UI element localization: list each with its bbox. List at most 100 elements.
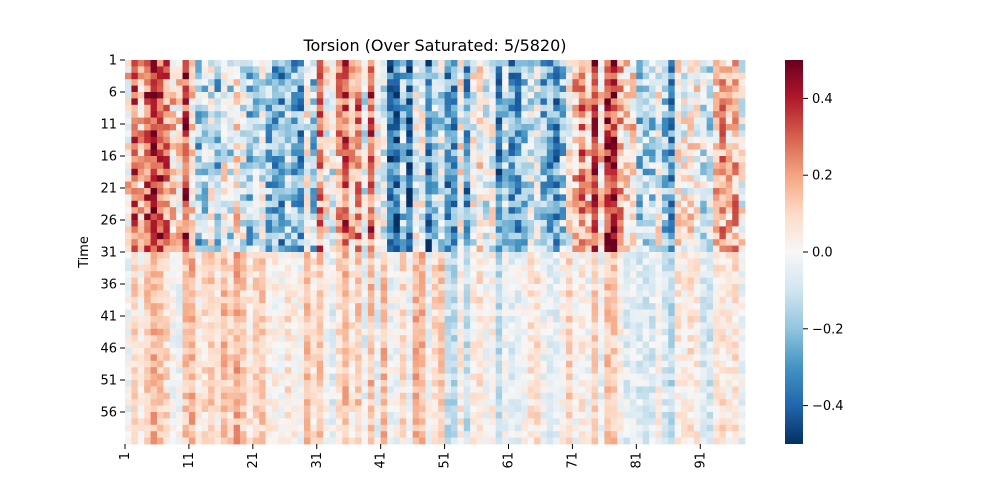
heatmap-cell: [144, 303, 151, 310]
heatmap-cell: [252, 316, 260, 323]
heatmap-cell: [655, 194, 663, 202]
heatmap-cell: [272, 348, 279, 355]
heatmap-cell: [661, 309, 669, 317]
heatmap-cell: [380, 143, 388, 150]
heatmap-cell: [585, 143, 592, 150]
heatmap-cell: [738, 200, 746, 208]
heatmap-cell: [323, 175, 330, 182]
heatmap-cell: [610, 181, 618, 189]
heatmap-cell: [431, 72, 439, 80]
heatmap-cell: [604, 373, 612, 381]
heatmap-cell: [163, 98, 171, 106]
heatmap-cell: [431, 220, 439, 227]
heatmap-cell: [227, 175, 235, 182]
heatmap-cell: [335, 124, 343, 131]
heatmap-cell: [374, 239, 382, 246]
heatmap-cell: [227, 111, 235, 118]
heatmap-cell: [502, 373, 509, 381]
heatmap-cell: [342, 335, 350, 342]
heatmap-cell: [482, 188, 490, 195]
heatmap-cell: [233, 124, 241, 131]
heatmap-cell: [137, 72, 145, 80]
heatmap-cell: [195, 303, 203, 310]
heatmap-cell: [227, 245, 235, 253]
heatmap-cell: [604, 335, 612, 342]
heatmap-cell: [655, 239, 663, 246]
heatmap-cell: [227, 277, 235, 285]
heatmap-cell: [534, 220, 541, 227]
heatmap-cell: [195, 92, 203, 99]
heatmap-cell: [131, 124, 139, 131]
heatmap-cell: [150, 360, 158, 368]
heatmap-cell: [195, 290, 203, 298]
heatmap-cell: [406, 143, 414, 150]
heatmap-cell: [668, 367, 676, 374]
heatmap-cell: [706, 360, 714, 368]
heatmap-cell: [246, 85, 254, 93]
heatmap-cell: [316, 316, 324, 323]
heatmap-cell: [387, 271, 394, 278]
heatmap-cell: [329, 60, 337, 67]
heatmap-cell: [303, 181, 311, 189]
heatmap-cell: [540, 264, 548, 272]
heatmap-cell: [425, 207, 433, 214]
heatmap-cell: [578, 200, 586, 208]
heatmap-cell: [144, 149, 151, 157]
heatmap-cell: [278, 277, 286, 285]
heatmap-cell: [291, 271, 298, 278]
heatmap-cell: [521, 226, 529, 234]
heatmap-cell: [265, 66, 273, 74]
heatmap-cell: [521, 207, 529, 214]
heatmap-cell: [265, 335, 273, 342]
heatmap-cell: [450, 213, 458, 221]
heatmap-cell: [597, 258, 605, 266]
heatmap-cell: [450, 92, 458, 99]
heatmap-cell: [470, 284, 477, 291]
heatmap-cell: [208, 66, 215, 74]
heatmap-cell: [361, 316, 369, 323]
heatmap-cell: [585, 188, 592, 195]
heatmap-cell: [713, 79, 720, 86]
heatmap-cell: [514, 156, 522, 163]
heatmap-cell: [252, 143, 260, 150]
heatmap-cell: [125, 111, 132, 118]
heatmap-cell: [681, 348, 688, 355]
heatmap-cell: [450, 149, 458, 157]
heatmap-cell: [246, 303, 254, 310]
heatmap-cell: [476, 303, 484, 310]
heatmap-cell: [642, 360, 650, 368]
heatmap-cell: [150, 271, 158, 278]
heatmap-cell: [137, 239, 145, 246]
heatmap-cell: [156, 284, 164, 291]
heatmap-cell: [610, 348, 618, 355]
heatmap-cell: [201, 348, 209, 355]
heatmap-cell: [463, 194, 471, 202]
heatmap-cell: [188, 335, 196, 342]
heatmap-cell: [125, 386, 132, 394]
heatmap-cell: [144, 143, 151, 150]
heatmap-cell: [227, 79, 235, 86]
heatmap-cell: [578, 264, 586, 272]
heatmap-cell: [597, 239, 605, 246]
heatmap-cell: [246, 168, 254, 176]
heatmap-cell: [310, 258, 318, 266]
heatmap-cell: [470, 175, 477, 182]
heatmap-cell: [629, 367, 637, 374]
heatmap-cell: [387, 290, 394, 298]
heatmap-cell: [585, 168, 592, 176]
heatmap-cell: [380, 72, 388, 80]
heatmap-cell: [329, 322, 337, 330]
heatmap-cell: [252, 296, 260, 304]
heatmap-cell: [272, 194, 279, 202]
heatmap-cell: [706, 92, 714, 99]
heatmap-cell: [655, 92, 663, 99]
heatmap-cell: [380, 252, 388, 259]
heatmap-cell: [732, 226, 740, 234]
heatmap-cell: [156, 386, 164, 394]
heatmap-cell: [566, 162, 573, 170]
heatmap-cell: [655, 309, 663, 317]
heatmap-cell: [425, 136, 433, 144]
heatmap-cell: [188, 348, 196, 355]
heatmap-cell: [444, 316, 452, 323]
heatmap-cell: [463, 245, 471, 253]
